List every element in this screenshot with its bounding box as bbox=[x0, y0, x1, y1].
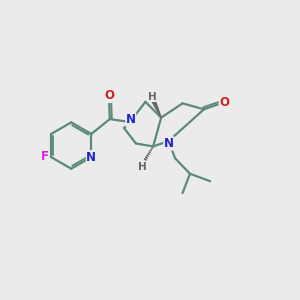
Text: O: O bbox=[104, 89, 114, 102]
Text: N: N bbox=[86, 151, 96, 164]
Text: H: H bbox=[138, 162, 147, 172]
Polygon shape bbox=[152, 100, 161, 118]
Text: H: H bbox=[148, 92, 157, 101]
Text: N: N bbox=[126, 113, 136, 126]
Text: O: O bbox=[219, 96, 229, 109]
Text: N: N bbox=[164, 137, 174, 150]
Text: F: F bbox=[40, 150, 49, 163]
